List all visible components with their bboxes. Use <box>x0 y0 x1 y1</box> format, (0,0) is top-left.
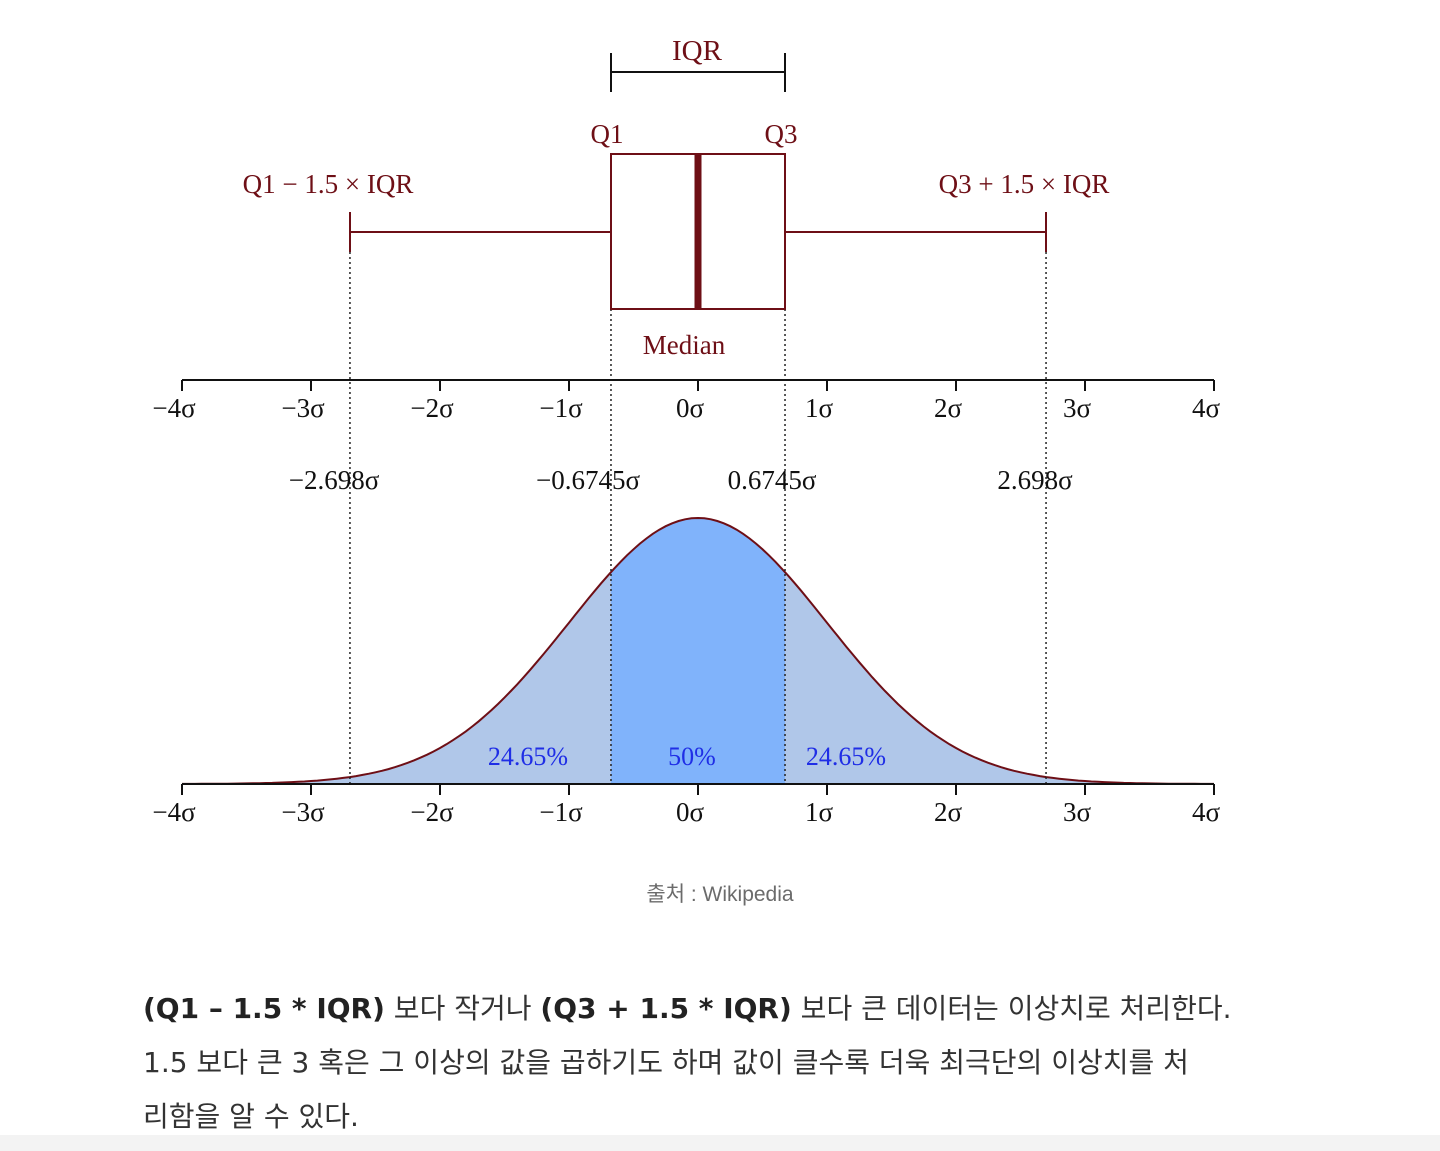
body-line-1: (Q1 – 1.5 * IQR) 보다 작거나 (Q3 + 1.5 * IQR)… <box>143 982 1313 1036</box>
q1-label: Q1 <box>591 119 624 149</box>
top-axis-tick-label-6: 1σ <box>805 393 834 423</box>
top-axis-tick-label-4: −1σ <box>539 393 583 423</box>
body-line-1-text-a: 보다 작거나 <box>384 992 541 1025</box>
bottom-axis-tick-label-4: −1σ <box>539 797 583 827</box>
top-axis-tick-label-7: 2σ <box>934 393 963 423</box>
bottom-axis-tick-label-2: −3σ <box>281 797 325 827</box>
marker-label-4: 2.698σ <box>997 465 1073 495</box>
marker-label-2: −0.6745σ <box>536 465 640 495</box>
top-axis-tick-label-3: −2σ <box>410 393 454 423</box>
bottom-axis-tick-label-1: −4σ <box>152 797 196 827</box>
marker-label-3: 0.6745σ <box>728 465 817 495</box>
left-region-percent: 24.65% <box>488 742 568 771</box>
lower-fence-label: Q1 − 1.5 × IQR <box>243 169 414 199</box>
lower-fence-formula: (Q1 – 1.5 * IQR) <box>143 992 385 1025</box>
dotted-guides <box>349 252 1047 784</box>
bottom-axis-tick-label-6: 1σ <box>805 797 834 827</box>
marker-labels: −2.698σ −0.6745σ 0.6745σ 2.698σ <box>289 465 1073 495</box>
body-line-3: 리함을 알 수 있다. <box>143 1100 359 1133</box>
top-sigma-axis: −4σ −3σ −2σ −1σ 0σ 1σ 2σ 3σ 4σ <box>152 379 1221 423</box>
boxplot-normal-distribution-figure: IQR Q1 Q3 Q1 − 1.5 × IQR Q3 + 1.5 × IQR … <box>152 35 1221 827</box>
median-label: Median <box>643 330 726 360</box>
bottom-axis-tick-label-8: 3σ <box>1063 797 1092 827</box>
top-axis-tick-label-8: 3σ <box>1063 393 1092 423</box>
bottom-scroll-strip <box>0 1135 1440 1151</box>
outer-region-left-fill <box>182 572 611 784</box>
normal-curve <box>182 516 1214 785</box>
bottom-axis-tick-label-9: 4σ <box>1192 797 1221 827</box>
top-axis-tick-label-5: 0σ <box>676 393 705 423</box>
outer-region-right-fill <box>785 572 1214 784</box>
top-axis-tick-label-2: −3σ <box>281 393 325 423</box>
bottom-axis-tick-label-7: 2σ <box>934 797 963 827</box>
inner-region-fill <box>611 518 785 784</box>
body-line-1-text-b: 보다 큰 데이터는 이상치로 처리한다. <box>791 992 1232 1025</box>
bottom-axis-tick-label-3: −2σ <box>410 797 454 827</box>
marker-label-1: −2.698σ <box>289 465 380 495</box>
top-axis-tick-label-1: −4σ <box>152 393 196 423</box>
body-paragraph: (Q1 – 1.5 * IQR) 보다 작거나 (Q3 + 1.5 * IQR)… <box>143 982 1313 1144</box>
upper-fence-formula: (Q3 + 1.5 * IQR) <box>540 992 792 1025</box>
right-region-percent: 24.65% <box>806 742 886 771</box>
bottom-axis-tick-label-5: 0σ <box>676 797 705 827</box>
upper-fence-label: Q3 + 1.5 × IQR <box>939 169 1110 199</box>
region-labels: 24.65% 50% 24.65% <box>488 742 886 771</box>
center-region-percent: 50% <box>668 742 716 771</box>
bottom-sigma-axis: −4σ −3σ −2σ −1σ 0σ 1σ 2σ 3σ 4σ <box>152 783 1221 827</box>
iqr-label: IQR <box>672 35 723 67</box>
top-axis-tick-label-9: 4σ <box>1192 393 1221 423</box>
q3-label: Q3 <box>765 119 798 149</box>
image-caption: 출처 : Wikipedia <box>646 883 794 906</box>
body-line-2: 1.5 보다 큰 3 혹은 그 이상의 값을 곱하기도 하며 값이 클수록 더욱… <box>143 1046 1189 1079</box>
boxplot: IQR Q1 Q3 Q1 − 1.5 × IQR Q3 + 1.5 × IQR … <box>243 35 1110 360</box>
